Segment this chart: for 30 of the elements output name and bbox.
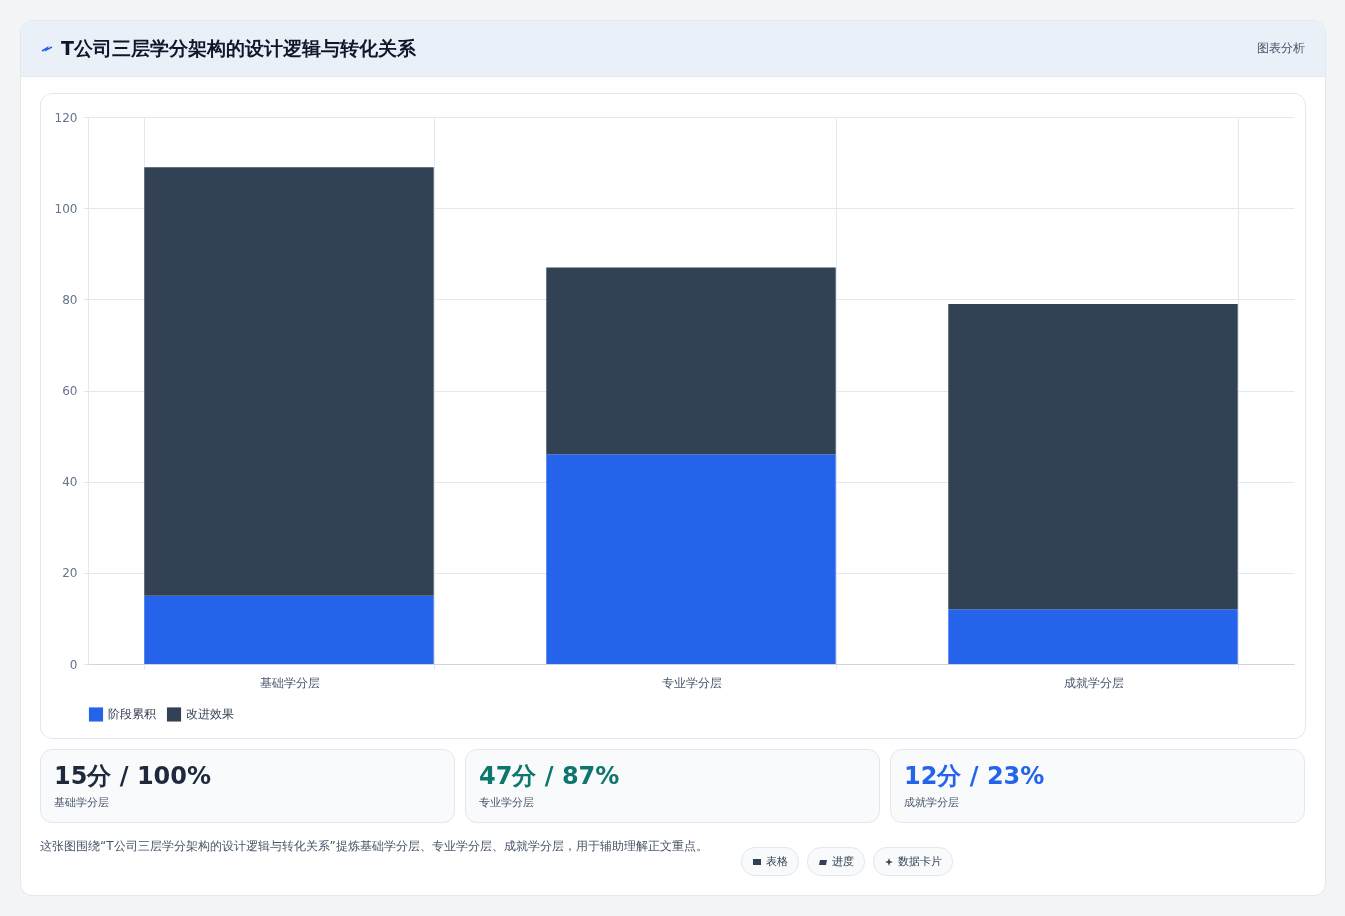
x-tick-label: 专业学分层 [661, 675, 722, 690]
text: 47分 / 87% [479, 761, 620, 792]
bar [546, 267, 836, 455]
legend-label: 阶段累积 [108, 707, 156, 722]
y-tick-label: 20 [62, 566, 78, 581]
text: 成就学分层 [904, 795, 959, 810]
text: 图表分析 [1257, 40, 1305, 57]
y-tick-label: 80 [62, 292, 78, 307]
text: 12分 / 23% [904, 761, 1045, 792]
text: 15分 / 100% [54, 761, 212, 792]
text: 进度 [832, 854, 854, 869]
y-tick-label: 60 [62, 384, 78, 398]
bar [144, 167, 434, 596]
bar [546, 454, 836, 664]
y-tick-label: 120 [54, 110, 78, 125]
chart-title: T公司三层学分架构的设计逻辑与转化关系 [61, 35, 416, 61]
text: 数据卡片 [898, 854, 942, 869]
bar [144, 595, 434, 664]
y-tick-label: 40 [62, 475, 78, 490]
y-tick-label: 0 [69, 657, 78, 672]
text: 这张图围绕“T公司三层学分架构的设计逻辑与转化关系”提炼基础学分层、专业学分层、成就学分层，用于辅助理解正文重点。 [40, 838, 709, 855]
text: 专业学分层 [479, 795, 534, 810]
text: 表格 [766, 854, 788, 869]
legend-label: 改进效果 [186, 707, 234, 722]
y-tick-label: 100 [54, 201, 78, 216]
bar [948, 609, 1238, 664]
x-tick-label: 基础学分层 [259, 675, 320, 690]
x-tick-label: 成就学分层 [1063, 675, 1124, 690]
text: 基础学分层 [54, 795, 109, 810]
bar [948, 303, 1238, 610]
